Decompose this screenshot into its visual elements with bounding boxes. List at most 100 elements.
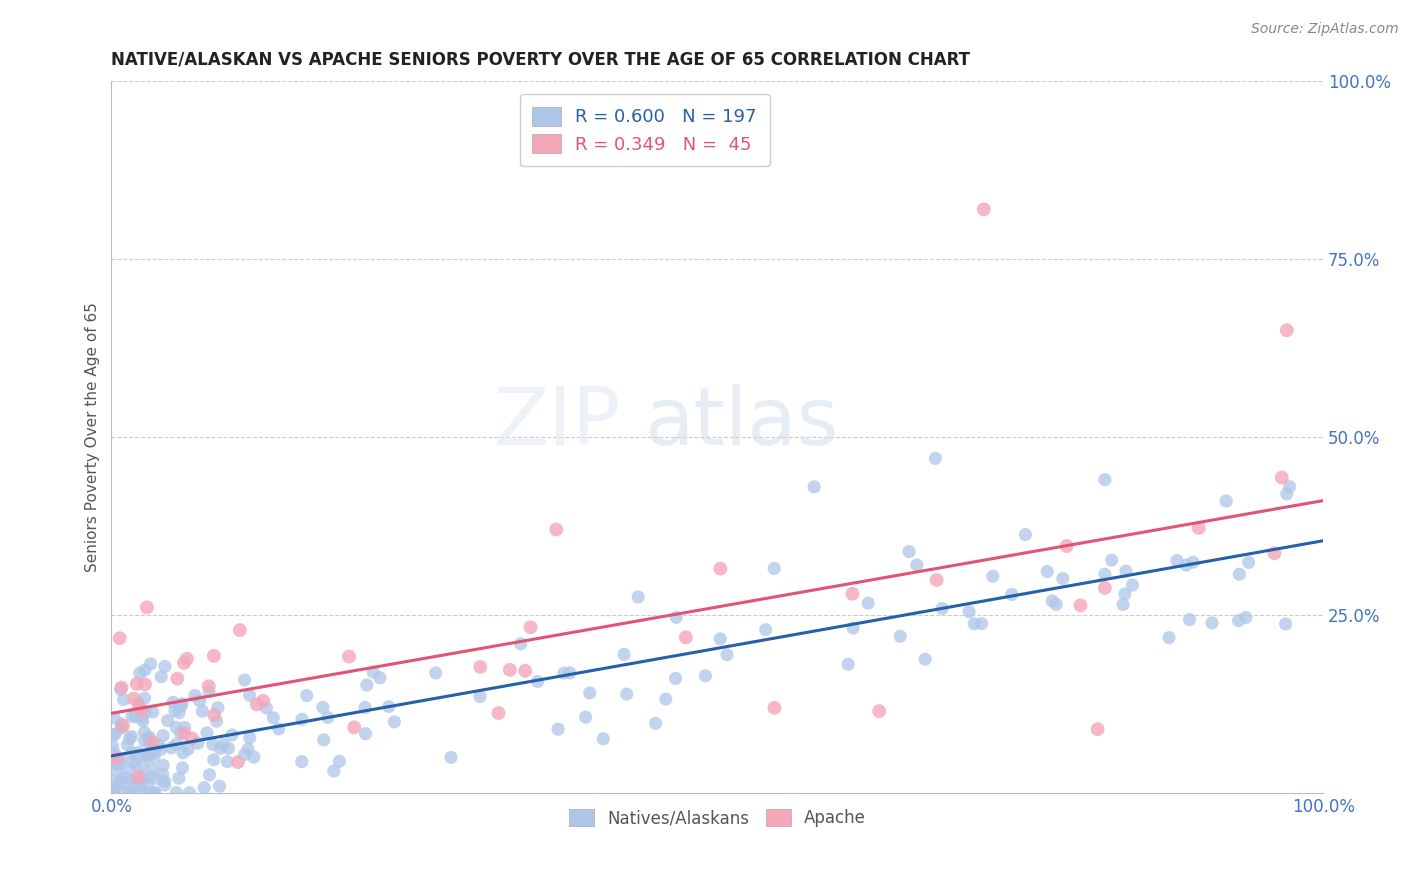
Point <box>755 623 778 637</box>
Point <box>1087 722 1109 736</box>
Point <box>1178 613 1201 627</box>
Point <box>172 761 194 775</box>
Point <box>837 657 859 672</box>
Point <box>695 669 717 683</box>
Point <box>1157 631 1180 645</box>
Point <box>160 740 183 755</box>
Point <box>129 781 152 796</box>
Point <box>925 573 948 587</box>
Point <box>246 698 269 712</box>
Point <box>173 726 195 740</box>
Point <box>1052 572 1074 586</box>
Point <box>153 778 176 792</box>
Point <box>143 745 166 759</box>
Point <box>150 670 173 684</box>
Point <box>973 202 995 217</box>
Point <box>170 697 193 711</box>
Point <box>170 699 193 714</box>
Point <box>1101 553 1123 567</box>
Point <box>118 786 141 800</box>
Point <box>127 770 149 784</box>
Point <box>166 737 188 751</box>
Point <box>1201 615 1223 630</box>
Point <box>201 738 224 752</box>
Point <box>368 671 391 685</box>
Point <box>134 677 156 691</box>
Point <box>100 773 122 788</box>
Point <box>166 672 188 686</box>
Point <box>842 621 865 635</box>
Point <box>163 704 186 718</box>
Point <box>963 616 986 631</box>
Point <box>226 755 249 769</box>
Point <box>143 749 166 764</box>
Point <box>1040 594 1063 608</box>
Point <box>1271 470 1294 484</box>
Point <box>1056 539 1078 553</box>
Point <box>110 681 132 695</box>
Point <box>655 692 678 706</box>
Point <box>763 701 786 715</box>
Point <box>149 742 172 756</box>
Point <box>101 739 124 753</box>
Point <box>970 616 993 631</box>
Point <box>291 755 314 769</box>
Point <box>127 745 149 759</box>
Text: NATIVE/ALASKAN VS APACHE SENIORS POVERTY OVER THE AGE OF 65 CORRELATION CHART: NATIVE/ALASKAN VS APACHE SENIORS POVERTY… <box>111 51 970 69</box>
Point <box>238 688 260 702</box>
Point <box>145 772 167 786</box>
Point <box>103 746 125 760</box>
Point <box>267 722 290 736</box>
Point <box>217 741 239 756</box>
Point <box>384 714 406 729</box>
Point <box>103 786 125 800</box>
Point <box>1227 614 1250 628</box>
Point <box>515 664 537 678</box>
Point <box>1112 598 1135 612</box>
Point <box>981 569 1004 583</box>
Point <box>134 733 156 747</box>
Point <box>616 687 638 701</box>
Point <box>177 742 200 756</box>
Point <box>1121 578 1143 592</box>
Point <box>110 757 132 772</box>
Point <box>124 757 146 772</box>
Point <box>112 771 135 785</box>
Point <box>519 620 541 634</box>
Point <box>262 711 284 725</box>
Point <box>665 671 688 685</box>
Point <box>103 786 125 800</box>
Point <box>156 714 179 728</box>
Point <box>354 727 377 741</box>
Point <box>202 753 225 767</box>
Point <box>470 660 492 674</box>
Point <box>613 648 636 662</box>
Point <box>198 684 221 698</box>
Point <box>356 678 378 692</box>
Point <box>148 738 170 752</box>
Point <box>180 731 202 746</box>
Point <box>575 710 598 724</box>
Point <box>547 722 569 736</box>
Point <box>121 709 143 723</box>
Point <box>188 694 211 708</box>
Point <box>187 736 209 750</box>
Point <box>898 544 921 558</box>
Point <box>205 714 228 729</box>
Text: ZIP: ZIP <box>494 384 620 462</box>
Point <box>118 731 141 746</box>
Point <box>229 623 252 637</box>
Point <box>1182 555 1205 569</box>
Point <box>128 699 150 714</box>
Point <box>172 746 194 760</box>
Point <box>627 590 650 604</box>
Point <box>716 648 738 662</box>
Point <box>526 674 548 689</box>
Point <box>143 786 166 800</box>
Point <box>931 601 953 615</box>
Point <box>105 756 128 771</box>
Point <box>131 711 153 725</box>
Point <box>236 742 259 756</box>
Point <box>110 772 132 787</box>
Point <box>592 731 614 746</box>
